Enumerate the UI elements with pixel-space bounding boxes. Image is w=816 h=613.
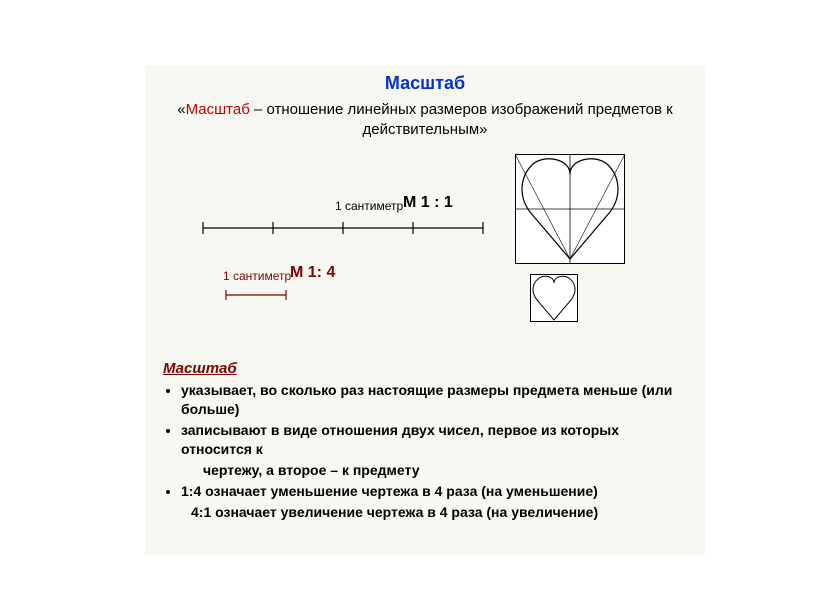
- body-heading: Масштаб: [163, 359, 687, 379]
- heart-small: [530, 274, 578, 322]
- body-cont2: 4:1 означает увеличение чертежа в 4 раза…: [191, 503, 687, 522]
- slide-content: Масштаб «Масштаб – отношение линейных ра…: [145, 65, 705, 555]
- bullet-list-2: 1:4 означает уменьшение чертежа в 4 раза…: [163, 482, 687, 501]
- slide-title: Масштаб: [145, 73, 705, 94]
- ruler2: [223, 289, 293, 301]
- ruler1-label: 1 сантиметр: [335, 199, 403, 213]
- ruler1-scale: М 1 : 1: [403, 194, 453, 212]
- body-cont1: чертежу, а второе – к предмету: [203, 461, 687, 480]
- bullet-3: 1:4 означает уменьшение чертежа в 4 раза…: [181, 482, 687, 501]
- body-text: Масштаб указывает, во сколько раз настоя…: [163, 359, 687, 521]
- ruler1: [200, 221, 490, 235]
- ruler2-scale: М 1: 4: [290, 264, 335, 282]
- subtitle-prefix: «: [177, 101, 185, 118]
- bullet-2: записывают в виде отношения двух чисел, …: [181, 421, 687, 459]
- bullet-list: указывает, во сколько раз настоящие разм…: [163, 381, 687, 459]
- subtitle-rest: – отношение линейных размеров изображени…: [250, 101, 673, 138]
- bullet-1: указывает, во сколько раз настоящие разм…: [181, 381, 687, 419]
- heart-large: [515, 154, 625, 264]
- ruler2-label: 1 сантиметр: [223, 269, 291, 283]
- subtitle-accent: Масштаб: [186, 101, 250, 118]
- diagram-area: 1 сантиметр М 1 : 1 1 сантиметр М 1: 4: [145, 149, 705, 349]
- slide-subtitle: «Масштаб – отношение линейных размеров и…: [175, 100, 675, 139]
